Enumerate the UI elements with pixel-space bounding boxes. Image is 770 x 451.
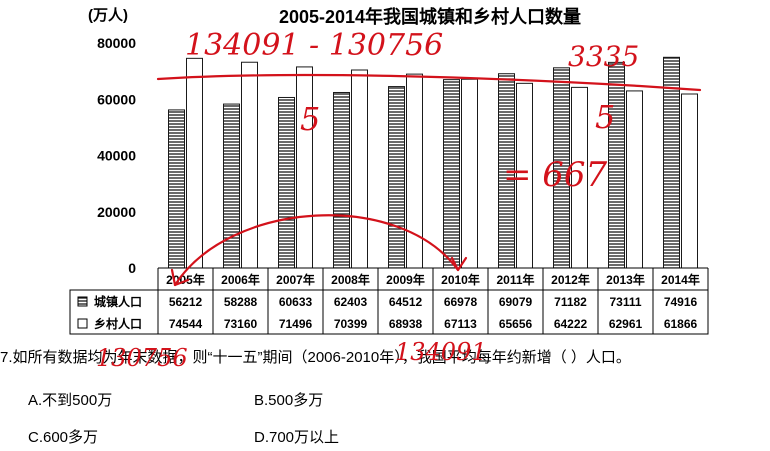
category-label: 2011年 xyxy=(496,272,534,287)
category-label: 2009年 xyxy=(386,272,425,287)
annotation-total-line xyxy=(156,73,702,92)
urban-bar-3 xyxy=(278,96,295,269)
data-label: 58288 xyxy=(224,295,258,309)
rural-bar-2 xyxy=(241,61,258,269)
y-tick-label: 20000 xyxy=(97,204,136,220)
data-label: 68938 xyxy=(389,317,423,331)
y-tick-label: 80000 xyxy=(97,35,136,51)
data-label: 73160 xyxy=(224,317,258,331)
rural-bar-4 xyxy=(351,69,368,269)
legend-label: 乡村人口 xyxy=(94,316,142,331)
data-label: 62961 xyxy=(609,317,643,331)
annotation-number-right: 134091 xyxy=(395,338,487,366)
data-label: 60633 xyxy=(279,295,313,309)
legend-swatch xyxy=(77,318,88,329)
population-chart: 2005-2014年我国城镇和乡村人口数量 (万人) 0 20000 40000 60… xyxy=(69,6,709,335)
data-label: 70399 xyxy=(334,317,368,331)
question-text: 7.如所有数据均为年末数据，则“十一五”期间（2006-2010年），我国平均每… xyxy=(0,349,631,366)
data-label: 62403 xyxy=(334,295,368,309)
urban-bar-2 xyxy=(223,103,240,269)
data-label: 65656 xyxy=(499,317,533,331)
category-label: 2008年 xyxy=(331,272,370,287)
option-b[interactable]: B.500多万 xyxy=(254,392,324,409)
data-label: 71182 xyxy=(554,295,587,309)
y-tick-label: 0 xyxy=(128,260,136,276)
annotation-number-left: 130756 xyxy=(96,344,188,370)
category-label: 2006年 xyxy=(221,272,260,287)
y-tick-label: 40000 xyxy=(97,148,136,164)
rural-bar-5 xyxy=(406,73,423,269)
data-label: 64512 xyxy=(389,295,423,309)
annotation-divisor-right: 5 xyxy=(595,98,615,136)
annotation-divisor-left: 5 xyxy=(300,100,320,138)
annotation-difference: 3335 xyxy=(568,40,639,73)
data-label: 73111 xyxy=(609,295,641,309)
data-label: 71496 xyxy=(279,317,313,331)
annotation-result: = 667 xyxy=(503,155,608,195)
handwritten-annotations: 134091 - 130756 3335 5 5 = 667 xyxy=(156,28,702,287)
data-label: 69079 xyxy=(499,295,533,309)
chart-title: 2005-2014年我国城镇和乡村人口数量 xyxy=(279,6,581,27)
data-label: 61866 xyxy=(664,317,698,331)
y-tick-label: 60000 xyxy=(97,91,136,107)
category-label: 2012年 xyxy=(551,272,590,287)
rural-bar-10 xyxy=(681,93,698,269)
data-label: 66978 xyxy=(444,295,478,309)
category-label: 2014年 xyxy=(661,272,700,287)
legend-label: 城镇人口 xyxy=(94,294,142,309)
urban-bar-5 xyxy=(388,86,405,269)
rural-bar-3 xyxy=(296,66,313,269)
annotation-arrow-right xyxy=(450,256,468,272)
annotation-period-arc xyxy=(173,214,460,287)
category-label: 2010年 xyxy=(441,272,480,287)
rural-bar-1 xyxy=(186,57,203,269)
data-label: 56212 xyxy=(169,295,203,309)
handwritten-overlay-numbers: 130756 134091 xyxy=(96,338,487,370)
option-c[interactable]: C.600多万 xyxy=(28,429,99,446)
rural-bar-6 xyxy=(461,78,478,269)
option-d[interactable]: D.700万以上 xyxy=(254,429,340,446)
urban-bar-9 xyxy=(608,61,625,269)
urban-bar-6 xyxy=(443,79,460,269)
annotation-arrow-left xyxy=(170,268,190,287)
data-label: 64222 xyxy=(554,317,588,331)
y-axis-unit-label: (万人) xyxy=(88,7,128,24)
legend-swatch xyxy=(77,296,88,307)
urban-bar-4 xyxy=(333,91,350,269)
data-label: 74916 xyxy=(664,295,698,309)
option-a[interactable]: A.不到500万 xyxy=(28,392,113,409)
annotation-subtraction: 134091 - 130756 xyxy=(185,28,443,63)
category-label: 2007年 xyxy=(276,272,315,287)
rural-bar-9 xyxy=(626,90,643,269)
category-label: 2013年 xyxy=(606,272,645,287)
data-label: 67113 xyxy=(444,317,477,331)
urban-bar-1 xyxy=(168,109,185,269)
data-label: 74544 xyxy=(169,317,203,331)
